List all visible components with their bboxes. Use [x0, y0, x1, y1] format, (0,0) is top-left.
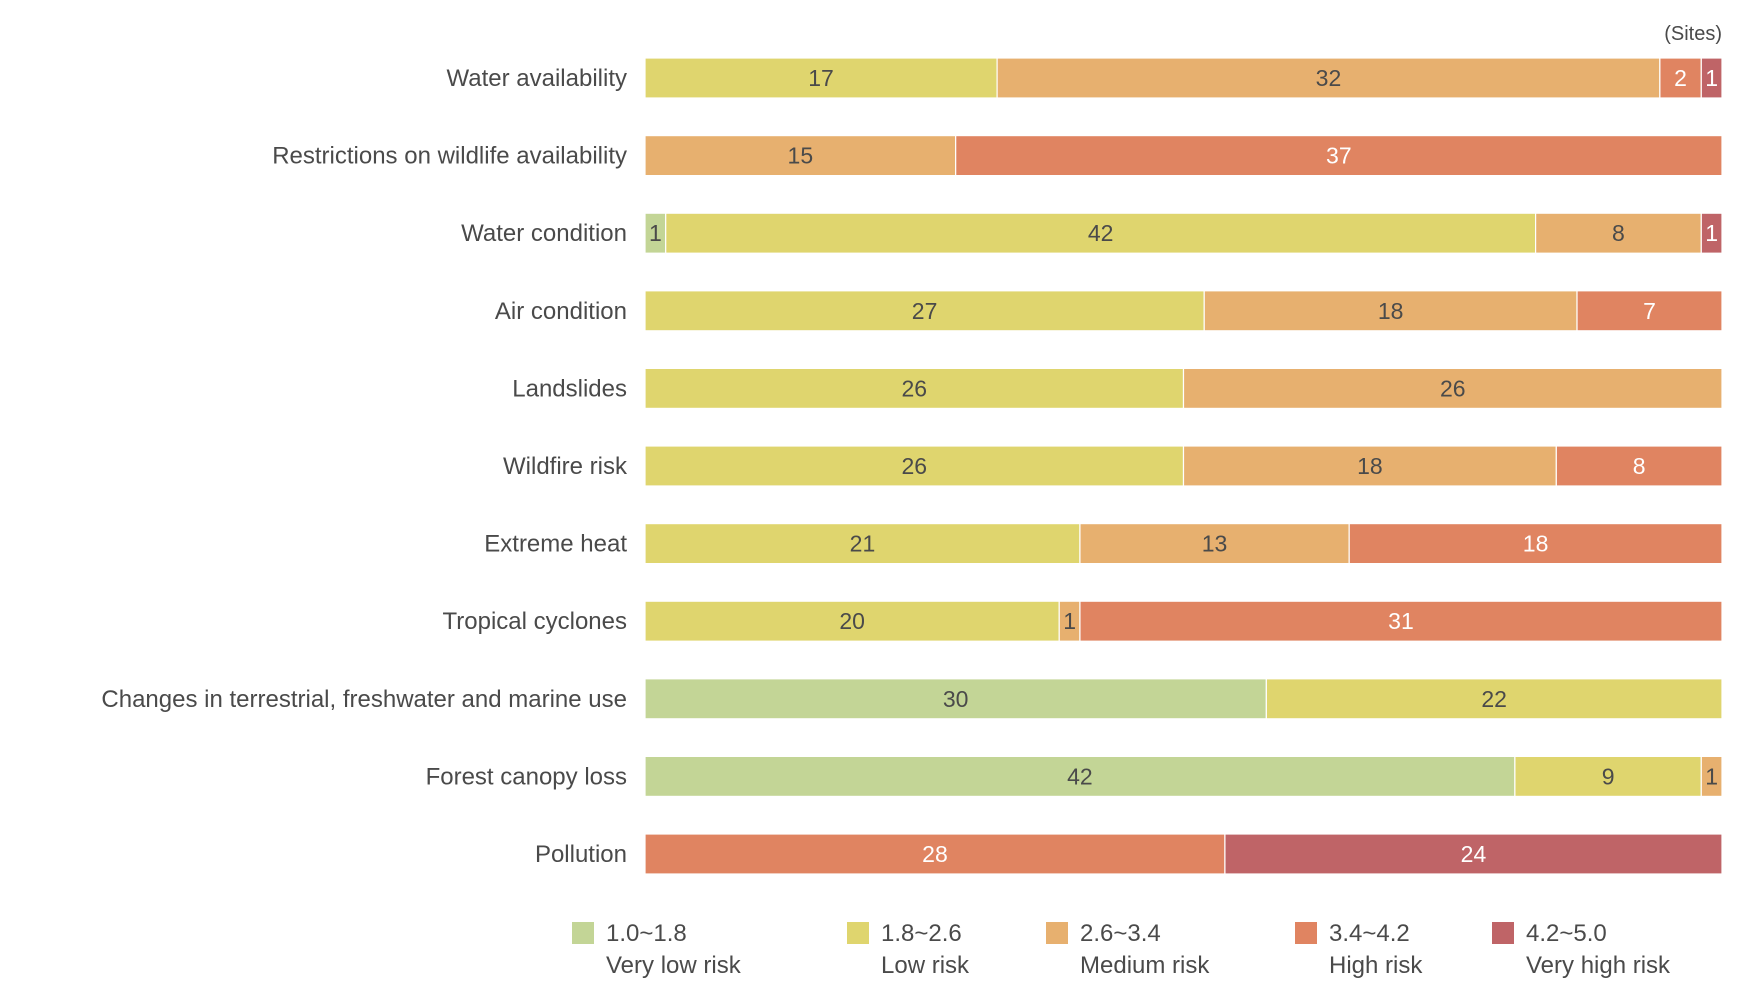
bar-extreme-heat-medium-risk	[1079, 522, 1350, 565]
value-label-tropical-cyclones-high-risk: 31	[1388, 608, 1414, 634]
bar-restrictions-on-wildlife-availability-high-risk	[955, 135, 1723, 177]
legend-name-very-high-risk: Very high risk	[1526, 952, 1671, 979]
value-label-extreme-heat-low-risk: 21	[850, 531, 876, 557]
legend-range-high-risk: 3.4~4.2	[1329, 920, 1410, 947]
legend-range-medium-risk: 2.6~3.4	[1080, 920, 1161, 947]
value-label-forest-canopy-loss-very-low-risk: 42	[1067, 763, 1093, 789]
value-label-tropical-cyclones-low-risk: 20	[839, 608, 865, 634]
value-label-pollution-high-risk: 28	[922, 841, 948, 867]
bar-water-availability-low-risk	[644, 57, 998, 99]
value-label-water-condition-medium-risk: 8	[1612, 220, 1625, 246]
value-label-water-availability-high-risk: 2	[1674, 65, 1687, 91]
bar-extreme-heat-high-risk	[1348, 522, 1723, 565]
value-label-landslides-medium-risk: 26	[1440, 375, 1466, 401]
value-label-forest-canopy-loss-low-risk: 9	[1602, 763, 1615, 789]
bar-wildfire-risk-low-risk	[644, 445, 1185, 487]
value-label-water-condition-very-high-risk: 1	[1705, 220, 1718, 246]
value-label-air-condition-medium-risk: 18	[1378, 298, 1404, 324]
value-label-restrictions-on-wildlife-availability-medium-risk: 15	[788, 143, 814, 169]
legend: 1.0~1.8 Very low risk 1.8~2.6 Low risk 2.6~3…	[572, 920, 1671, 979]
bar-water-availability-very-high-risk	[1700, 57, 1723, 99]
value-label-wildfire-risk-low-risk: 26	[901, 453, 927, 479]
value-label-landslides-low-risk: 26	[901, 375, 927, 401]
category-label-water-condition: Water condition	[461, 220, 627, 247]
value-label-changes-in-terrestrial-freshwater-and-marine-use-very-low-risk: 30	[943, 686, 969, 712]
category-label-tropical-cyclones: Tropical cyclones	[442, 608, 627, 635]
bar-air-condition-low-risk	[644, 290, 1205, 332]
category-label-forest-canopy-loss: Forest canopy loss	[426, 763, 627, 790]
value-label-wildfire-risk-high-risk: 8	[1633, 453, 1646, 479]
value-label-air-condition-low-risk: 27	[912, 298, 938, 324]
legend-range-very-low-risk: 1.0~1.8	[606, 920, 687, 947]
value-label-water-availability-medium-risk: 32	[1316, 65, 1342, 91]
legend-swatch-very-high-risk	[1492, 922, 1514, 944]
value-label-air-condition-high-risk: 7	[1643, 298, 1656, 324]
bar-pollution-very-high-risk	[1224, 833, 1723, 875]
bar-water-condition-very-high-risk	[1700, 212, 1723, 254]
legend-item-high-risk: 3.4~4.2 High risk	[1295, 920, 1423, 979]
legend-name-low-risk: Low risk	[881, 952, 970, 979]
value-label-water-condition-low-risk: 42	[1088, 220, 1114, 246]
legend-swatch-low-risk	[847, 922, 869, 944]
value-label-forest-canopy-loss-medium-risk: 1	[1705, 763, 1718, 789]
bar-wildfire-risk-medium-risk	[1182, 445, 1557, 487]
legend-swatch-high-risk	[1295, 922, 1317, 944]
legend-name-very-low-risk: Very low risk	[606, 952, 742, 979]
category-label-air-condition: Air condition	[495, 298, 627, 325]
value-label-wildfire-risk-medium-risk: 18	[1357, 453, 1383, 479]
bar-landslides-low-risk	[644, 367, 1185, 409]
bar-water-condition-medium-risk	[1534, 212, 1702, 254]
value-label-restrictions-on-wildlife-availability-high-risk: 37	[1326, 143, 1352, 169]
category-label-changes-in-terrestrial-freshwater-and-marine-use: Changes in terrestrial, freshwater and m…	[101, 686, 627, 713]
category-label-landslides: Landslides	[512, 375, 627, 402]
value-label-tropical-cyclones-medium-risk: 1	[1063, 608, 1076, 634]
legend-range-very-high-risk: 4.2~5.0	[1526, 920, 1607, 947]
category-labels: Water availability Restrictions on wildli…	[101, 65, 628, 868]
bar-landslides-medium-risk	[1182, 367, 1723, 409]
legend-item-medium-risk: 2.6~3.4 Medium risk	[1046, 920, 1210, 979]
legend-item-low-risk: 1.8~2.6 Low risk	[847, 920, 970, 979]
value-label-water-availability-very-high-risk: 1	[1705, 65, 1718, 91]
bar-forest-canopy-loss-low-risk	[1514, 755, 1702, 798]
legend-name-medium-risk: Medium risk	[1080, 952, 1210, 979]
bar-changes-in-terrestrial-freshwater-and-marine-use-very-low-risk	[644, 678, 1267, 720]
legend-swatch-very-low-risk	[572, 922, 594, 944]
bar-water-availability-high-risk	[1659, 57, 1702, 99]
bar-restrictions-on-wildlife-availability-medium-risk	[644, 135, 957, 177]
category-label-water-availability: Water availability	[446, 65, 627, 92]
value-label-water-availability-low-risk: 17	[808, 65, 834, 91]
bar-water-condition-low-risk	[665, 212, 1537, 254]
unit-label: (Sites)	[1664, 23, 1722, 45]
bar-extreme-heat-low-risk	[644, 522, 1081, 565]
legend-item-very-low-risk: 1.0~1.8 Very low risk	[572, 920, 742, 979]
category-label-pollution: Pollution	[535, 841, 627, 868]
category-label-restrictions-on-wildlife-availability: Restrictions on wildlife availability	[272, 143, 627, 170]
category-label-wildfire-risk: Wildfire risk	[503, 453, 628, 480]
value-label-extreme-heat-medium-risk: 13	[1202, 531, 1228, 557]
legend-swatch-medium-risk	[1046, 922, 1068, 944]
value-label-pollution-very-high-risk: 24	[1461, 841, 1487, 867]
bar-air-condition-high-risk	[1576, 290, 1723, 332]
bar-tropical-cyclones-high-risk	[1079, 600, 1723, 642]
bar-changes-in-terrestrial-freshwater-and-marine-use-low-risk	[1265, 678, 1723, 720]
bar-wildfire-risk-high-risk	[1555, 445, 1723, 487]
bar-forest-canopy-loss-medium-risk	[1700, 755, 1723, 798]
value-label-extreme-heat-high-risk: 18	[1523, 531, 1549, 557]
value-label-changes-in-terrestrial-freshwater-and-marine-use-low-risk: 22	[1481, 686, 1507, 712]
bar-tropical-cyclones-low-risk	[644, 600, 1060, 642]
category-label-extreme-heat: Extreme heat	[484, 531, 627, 558]
legend-name-high-risk: High risk	[1329, 952, 1423, 979]
value-label-water-condition-very-low-risk: 1	[649, 220, 662, 246]
bar-water-availability-medium-risk	[996, 57, 1661, 99]
legend-item-very-high-risk: 4.2~5.0 Very high risk	[1492, 920, 1671, 979]
legend-range-low-risk: 1.8~2.6	[881, 920, 962, 947]
bar-air-condition-medium-risk	[1203, 290, 1578, 332]
